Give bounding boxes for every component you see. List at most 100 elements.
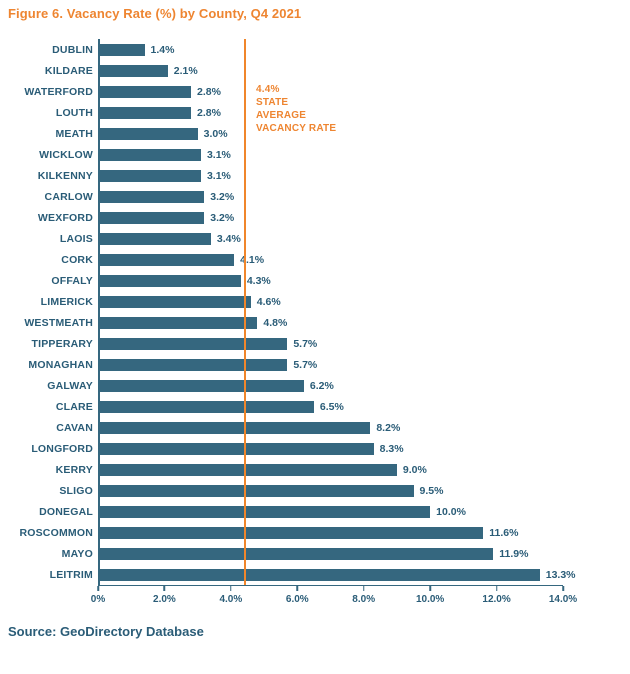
- state-average-annotation-line: 4.4%: [256, 84, 280, 95]
- bar-track: 3.4%: [98, 228, 563, 249]
- county-label: WESTMEATH: [24, 316, 93, 329]
- county-label: MAYO: [61, 547, 93, 560]
- county-label: WICKLOW: [39, 148, 93, 161]
- county-label: CAVAN: [56, 421, 93, 434]
- county-label: KILKENNY: [37, 169, 93, 182]
- bar: [98, 379, 304, 392]
- bar: [98, 568, 540, 581]
- bar-row: LOUTH 2.8%: [0, 102, 630, 123]
- bar-track: 9.5%: [98, 480, 563, 501]
- county-label: TIPPERARY: [31, 337, 93, 350]
- bar: [98, 421, 371, 434]
- x-axis-tick: [429, 586, 431, 591]
- bar: [98, 316, 258, 329]
- county-label: CLARE: [55, 400, 93, 413]
- county-label: MONAGHAN: [28, 358, 93, 371]
- bar-track: 3.0%: [98, 123, 563, 144]
- bar: [98, 295, 251, 308]
- bar: [98, 127, 198, 140]
- state-average-line: [244, 39, 246, 585]
- bar: [98, 64, 168, 77]
- bar-track: 4.6%: [98, 291, 563, 312]
- county-label: KERRY: [55, 463, 93, 476]
- x-axis-tick: [230, 586, 232, 591]
- county-label: MEATH: [55, 127, 93, 140]
- x-axis-tick-label: 8.0%: [352, 594, 376, 605]
- value-label: 11.9%: [499, 547, 529, 560]
- bar-track: 8.2%: [98, 417, 563, 438]
- value-label: 3.1%: [206, 169, 231, 182]
- bar-row: CLARE 6.5%: [0, 396, 630, 417]
- x-axis-tick: [495, 586, 498, 591]
- county-label: ROSCOMMON: [19, 526, 93, 539]
- bar: [98, 190, 205, 203]
- x-axis-tick-label: 4.0%: [219, 594, 243, 605]
- bar: [98, 274, 241, 287]
- bar-track: 6.5%: [98, 396, 563, 417]
- state-average-annotation-line: VACANCY RATE: [256, 123, 337, 134]
- value-label: 5.7%: [293, 358, 318, 371]
- county-label: LIMERICK: [40, 295, 93, 308]
- bar-row: LAOIS 3.4%: [0, 228, 630, 249]
- bar: [98, 484, 414, 497]
- value-label: 3.2%: [210, 211, 235, 224]
- value-label: 9.5%: [419, 484, 444, 497]
- bar: [98, 232, 211, 245]
- bar-track: 4.1%: [98, 249, 563, 270]
- value-label: 13.3%: [545, 568, 576, 581]
- value-label: 1.4%: [150, 43, 175, 56]
- value-label: 3.4%: [216, 232, 241, 245]
- county-label: LOUTH: [55, 106, 93, 119]
- value-label: 9.0%: [402, 463, 427, 476]
- bar-track: 1.4%: [98, 39, 563, 60]
- value-label: 8.3%: [379, 442, 404, 455]
- bar-track: 5.7%: [98, 354, 563, 375]
- bar-row: CORK 4.1%: [0, 249, 630, 270]
- value-label: 11.6%: [489, 526, 519, 539]
- bar: [98, 400, 314, 413]
- county-label: DUBLIN: [52, 43, 93, 56]
- value-label: 6.2%: [309, 379, 334, 392]
- bar-row: MEATH 3.0%: [0, 123, 630, 144]
- bar: [98, 253, 235, 266]
- state-average-annotation: 4.4% STATE AVERAGE VACANCY RATE: [256, 83, 336, 135]
- x-axis-tick-label: 12.0%: [482, 594, 511, 605]
- bar-row: ROSCOMMON 11.6%: [0, 522, 630, 543]
- bar-row: CAVAN 8.2%: [0, 417, 630, 438]
- county-label: LONGFORD: [31, 442, 93, 455]
- bar-row: GALWAY 6.2%: [0, 375, 630, 396]
- figure-title: Figure 6. Vacancy Rate (%) by County, Q4…: [8, 6, 302, 21]
- bar: [98, 358, 288, 371]
- value-label: 10.0%: [436, 505, 466, 518]
- county-label: OFFALY: [51, 274, 93, 287]
- chart-rows: DUBLIN 1.4% KILDARE 2.1% WATERFORD 2.8% LOUTH 2…: [0, 39, 630, 585]
- bar-track: 5.7%: [98, 333, 563, 354]
- county-label: LEITRIM: [49, 568, 93, 581]
- bar: [98, 337, 288, 350]
- state-average-annotation-line: STATE: [256, 97, 289, 108]
- x-axis: 0% 2.0% 4.0% 6.0% 8.0% 10.0% 12.0% 14.0%: [91, 585, 577, 612]
- state-average-annotation-line: AVERAGE: [256, 110, 307, 121]
- county-label: WATERFORD: [24, 85, 93, 98]
- bar-row: LIMERICK 4.6%: [0, 291, 630, 312]
- x-axis-tick: [362, 586, 365, 591]
- x-axis-tick-label: 14.0%: [548, 594, 578, 605]
- value-label: 4.3%: [246, 274, 271, 287]
- bar: [98, 211, 205, 224]
- bar-row: CARLOW 3.2%: [0, 186, 630, 207]
- bar-row: WESTMEATH 4.8%: [0, 312, 630, 333]
- bar-row: DONEGAL 10.0%: [0, 501, 630, 522]
- bar-track: 4.8%: [98, 312, 563, 333]
- value-label: 3.0%: [203, 127, 228, 140]
- bar-track: 8.3%: [98, 438, 563, 459]
- value-label: 6.5%: [319, 400, 344, 413]
- bar-track: 9.0%: [98, 459, 563, 480]
- x-axis-tick-label: 6.0%: [285, 594, 309, 605]
- bar-track: 3.1%: [98, 165, 563, 186]
- x-axis-tick-label: 2.0%: [153, 594, 176, 605]
- county-label: WEXFORD: [37, 211, 93, 224]
- bar: [98, 148, 201, 161]
- bar-track: 11.6%: [98, 522, 563, 543]
- x-axis-tick: [163, 586, 166, 591]
